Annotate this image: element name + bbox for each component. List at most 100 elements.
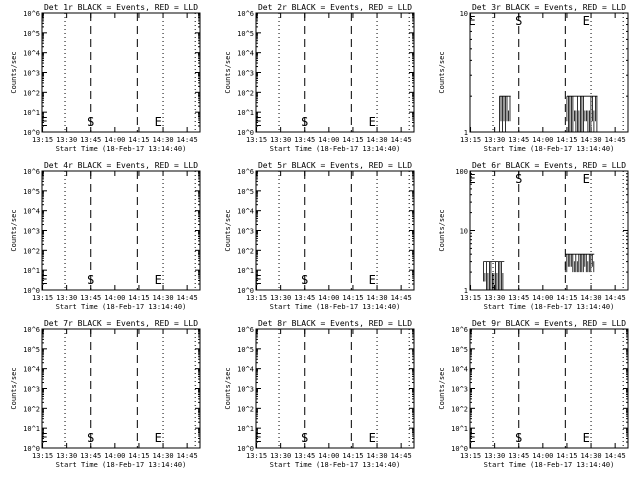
y-tick-label: 10^0 [237, 445, 254, 453]
y-axis-label: Counts/sec [224, 51, 232, 93]
x-tick-label: 14:30 [367, 136, 388, 144]
detector-plot-1: Det 1r BLACK = Events, RED = LLD 10^0 10^1… [10, 3, 201, 153]
plot-frame [469, 328, 629, 449]
x-tick-label: 14:00 [318, 136, 339, 144]
interval-marker: S [87, 431, 94, 445]
detector-plot-8: Det 8r BLACK = Events, RED = LLD 10^0 10^1… [224, 319, 415, 469]
x-tick-label: 14:30 [581, 136, 602, 144]
plot-title: Det 3r BLACK = Events, RED = LLD [472, 3, 626, 12]
interval-marker: E [469, 14, 476, 28]
x-axis-label: Start Time (18-Feb-17 13:14:40) [484, 145, 615, 153]
y-tick-label: 10^1 [237, 425, 254, 433]
y-tick-label: 10^1 [23, 267, 40, 275]
events-series [566, 95, 598, 132]
x-tick-label: 13:45 [508, 136, 529, 144]
y-axis-label: Counts/sec [438, 209, 446, 251]
y-axis-label: Counts/sec [224, 367, 232, 409]
x-tick-label: 14:00 [532, 136, 553, 144]
interval-marker: E [583, 14, 590, 28]
interval-marker: E [255, 273, 262, 287]
plot-frame [255, 328, 415, 449]
interval-marker: S [515, 431, 522, 445]
interval-marker: S [515, 14, 522, 28]
x-tick-label: 13:30 [270, 136, 291, 144]
y-tick-label: 10^5 [451, 346, 468, 354]
y-tick-label: 10^5 [23, 346, 40, 354]
x-tick-label: 13:30 [56, 452, 77, 460]
plot-frame [255, 12, 415, 133]
x-tick-label: 13:30 [56, 136, 77, 144]
interval-marker: E [469, 431, 476, 445]
plot-frame [255, 170, 415, 291]
interval-marker: S [87, 273, 94, 287]
plot-title: Det 4r BLACK = Events, RED = LLD [44, 161, 198, 170]
y-tick-label: 10^4 [23, 366, 40, 374]
y-tick-label: 10 [460, 10, 468, 18]
x-tick-label: 13:30 [270, 452, 291, 460]
detector-plot-5: Det 5r BLACK = Events, RED = LLD 10^0 10^1… [224, 161, 415, 311]
x-tick-label: 14:00 [104, 136, 125, 144]
x-tick-label: 13:30 [484, 452, 505, 460]
x-tick-label: 13:15 [246, 294, 267, 302]
x-tick-label: 14:15 [556, 294, 577, 302]
x-tick-label: 14:45 [605, 294, 626, 302]
x-tick-label: 13:15 [32, 452, 53, 460]
x-tick-label: 13:30 [484, 136, 505, 144]
plot-title: Det 9r BLACK = Events, RED = LLD [472, 319, 626, 328]
y-tick-label: 10^0 [23, 129, 40, 137]
plot-frame [41, 328, 201, 449]
plot-title: Det 6r BLACK = Events, RED = LLD [472, 161, 626, 170]
detector-plot-7: Det 7r BLACK = Events, RED = LLD 10^0 10^1… [10, 319, 201, 469]
y-tick-label: 10^6 [237, 10, 254, 18]
x-tick-label: 13:15 [460, 136, 481, 144]
y-tick-label: 100 [455, 168, 468, 176]
x-tick-label: 14:45 [177, 136, 198, 144]
x-tick-label: 14:45 [605, 136, 626, 144]
y-tick-label: 10^0 [451, 445, 468, 453]
y-tick-label: 10^4 [23, 50, 40, 58]
y-tick-label: 10^1 [451, 425, 468, 433]
y-tick-label: 10^5 [23, 30, 40, 38]
x-tick-label: 13:15 [246, 452, 267, 460]
y-tick-label: 10^0 [237, 287, 254, 295]
y-tick-label: 10^4 [237, 366, 254, 374]
x-tick-label: 14:15 [128, 136, 149, 144]
interval-marker: E [369, 115, 376, 129]
y-axis-label: Counts/sec [438, 367, 446, 409]
interval-marker: S [515, 172, 522, 186]
plot-title: Det 2r BLACK = Events, RED = LLD [258, 3, 412, 12]
x-tick-label: 13:15 [246, 136, 267, 144]
x-axis-label: Start Time (18-Feb-17 13:14:40) [270, 145, 401, 153]
interval-marker: E [255, 115, 262, 129]
interval-marker: E [369, 273, 376, 287]
x-tick-label: 14:30 [153, 294, 174, 302]
detector-plot-3: Det 3r BLACK = Events, RED = LLD 1 10 13:15… [438, 3, 629, 153]
x-axis-label: Start Time (18-Feb-17 13:14:40) [484, 303, 615, 311]
x-tick-label: 13:45 [80, 136, 101, 144]
y-tick-label: 10^6 [451, 326, 468, 334]
x-tick-label: 14:30 [581, 294, 602, 302]
events-series [483, 261, 505, 290]
detector-plot-4: Det 4r BLACK = Events, RED = LLD 10^0 10^1… [10, 161, 201, 311]
y-tick-label: 10^2 [237, 405, 254, 413]
interval-marker: E [41, 273, 48, 287]
x-tick-label: 14:15 [342, 452, 363, 460]
y-tick-label: 10^6 [237, 168, 254, 176]
y-tick-label: 10^2 [237, 89, 254, 97]
interval-marker: E [469, 172, 476, 186]
interval-marker: E [155, 115, 162, 129]
x-tick-label: 14:45 [605, 452, 626, 460]
y-tick-label: 10^3 [23, 386, 40, 394]
x-tick-label: 13:15 [460, 452, 481, 460]
x-tick-label: 14:00 [104, 452, 125, 460]
x-tick-label: 14:45 [391, 136, 412, 144]
interval-marker: E [155, 273, 162, 287]
x-axis-label: Start Time (18-Feb-17 13:14:40) [56, 461, 187, 469]
y-tick-label: 10^2 [23, 405, 40, 413]
x-tick-label: 14:00 [532, 452, 553, 460]
y-axis-label: Counts/sec [438, 51, 446, 93]
x-tick-label: 13:15 [460, 294, 481, 302]
x-tick-label: 13:15 [32, 294, 53, 302]
plot-title: Det 8r BLACK = Events, RED = LLD [258, 319, 412, 328]
